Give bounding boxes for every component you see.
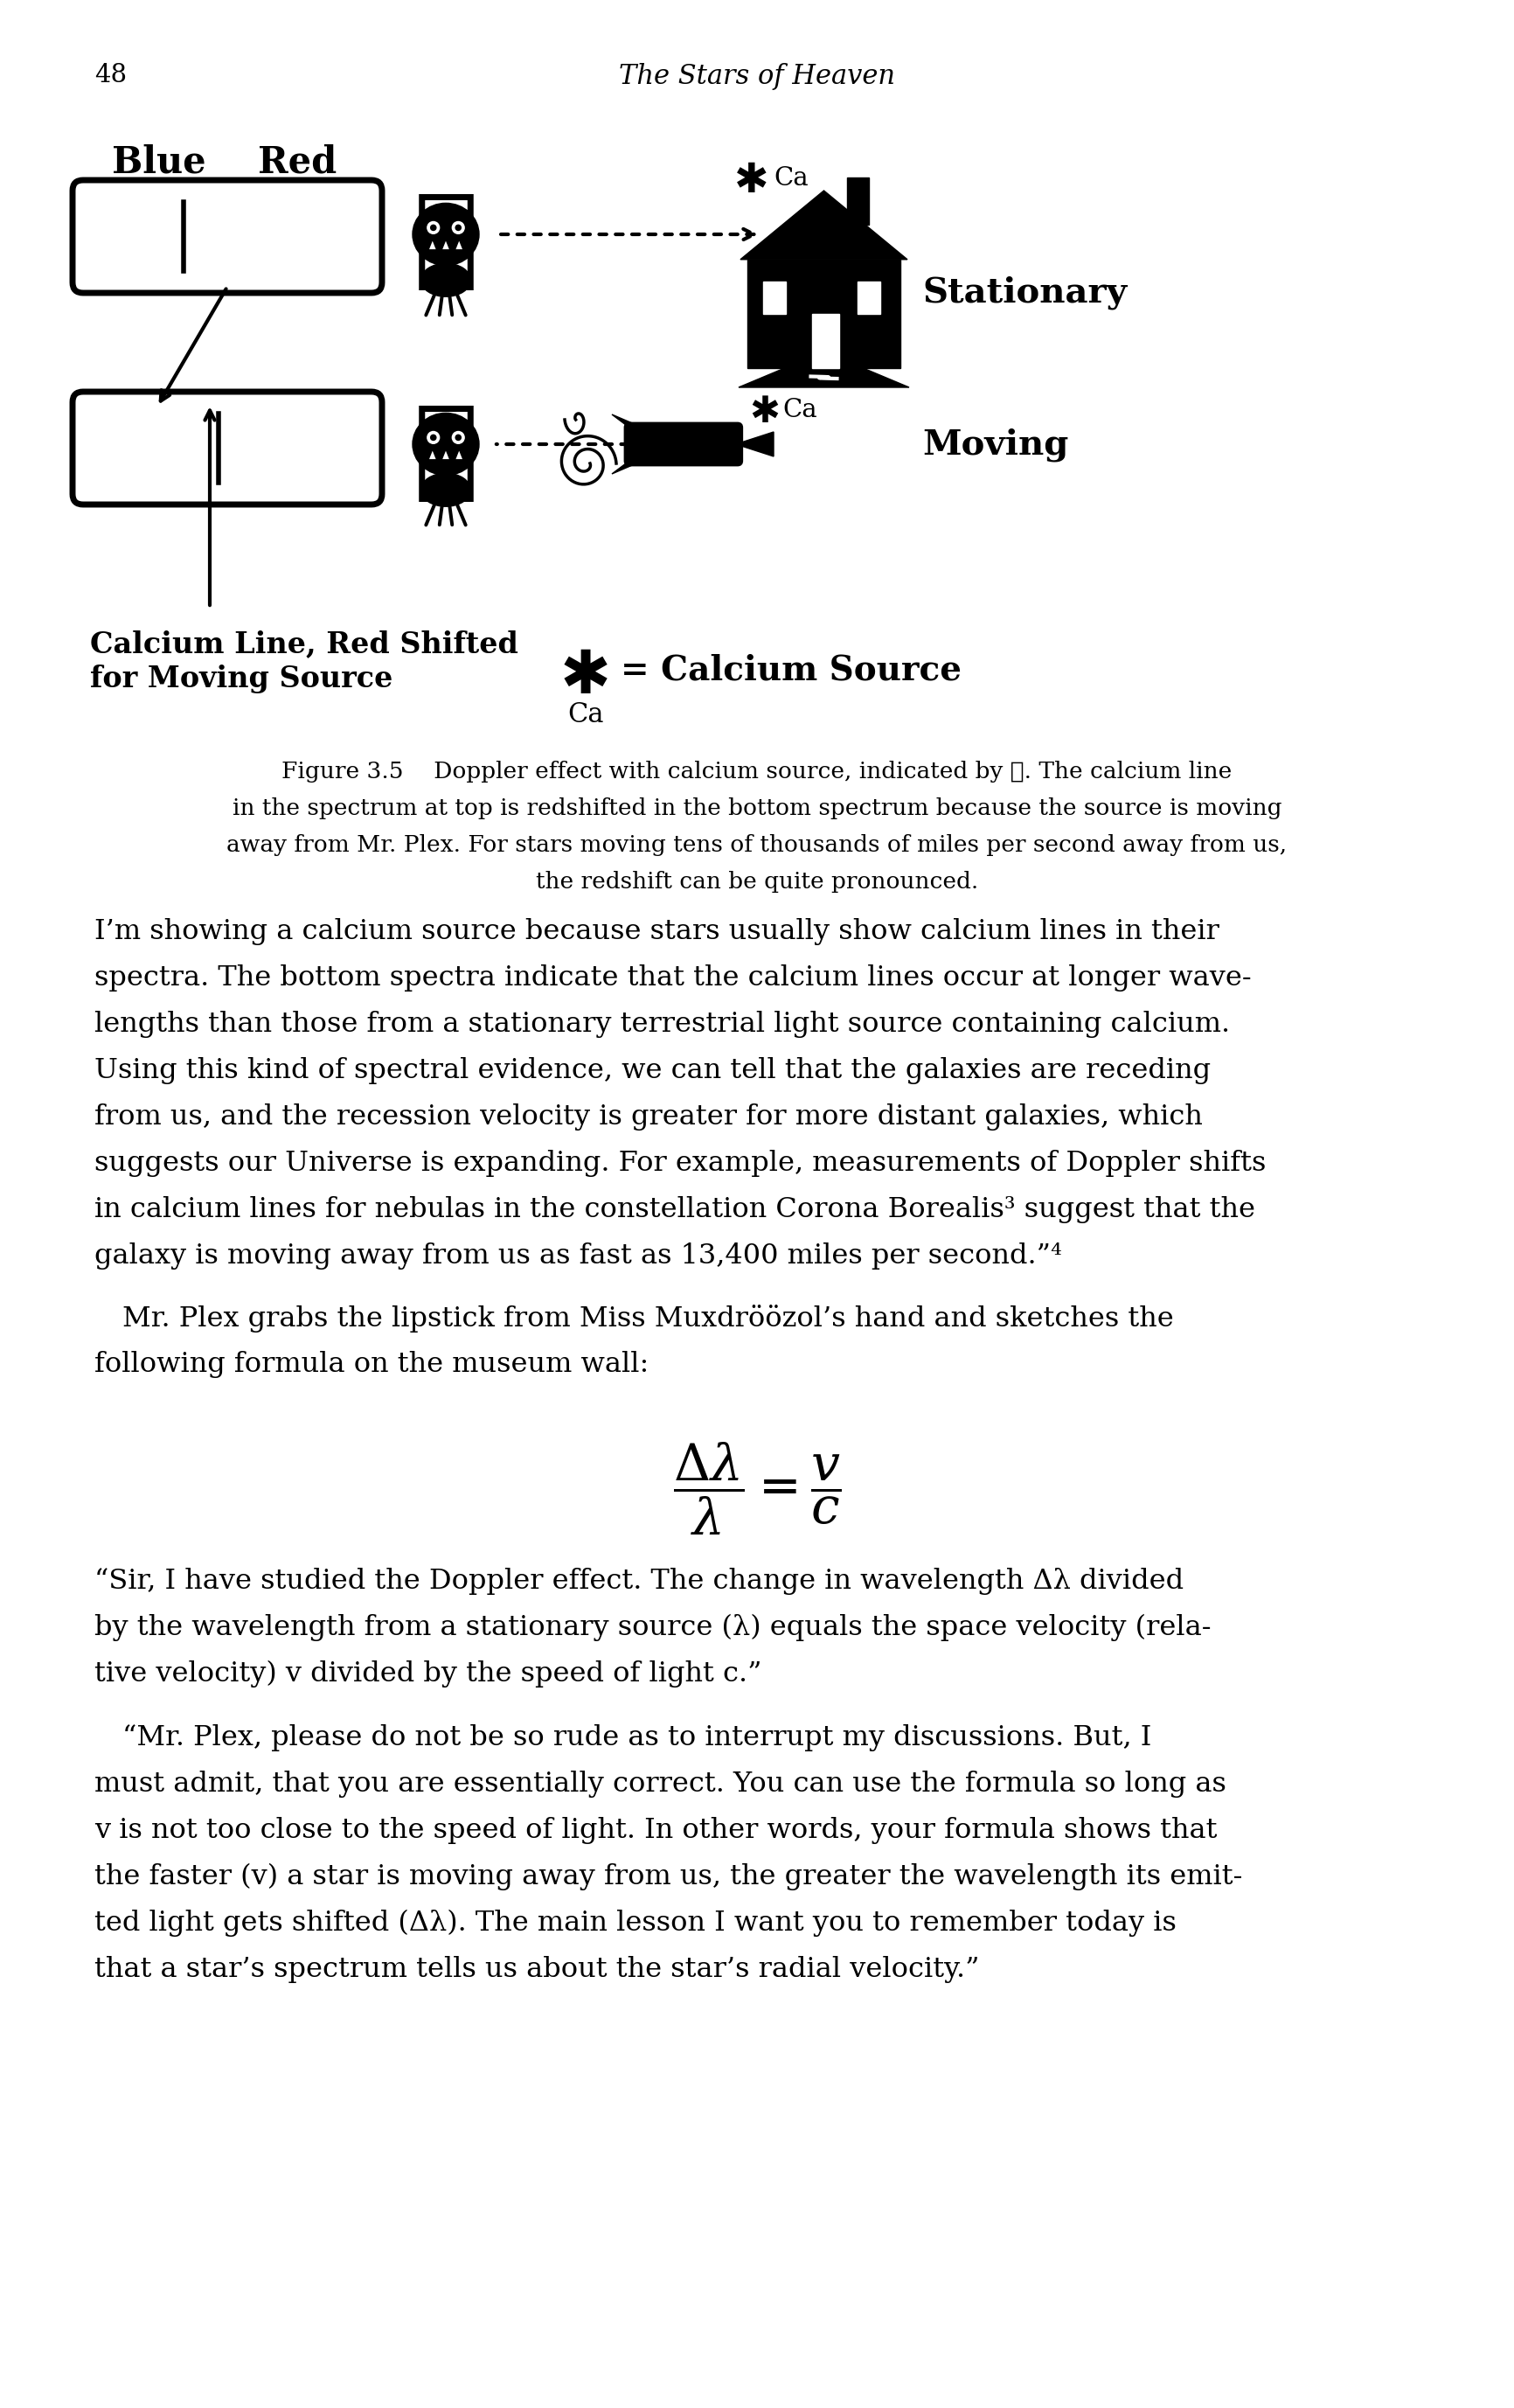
Text: Stationary: Stationary [922,275,1126,308]
Text: “Sir, I have studied the Doppler effect. The change in wavelength Δλ divided: “Sir, I have studied the Doppler effect.… [94,1568,1184,1594]
Ellipse shape [421,262,471,296]
Text: ✱: ✱ [734,161,769,202]
Circle shape [430,433,436,441]
Text: “Mr. Plex, please do not be so rude as to interrupt my discussions. But, I: “Mr. Plex, please do not be so rude as t… [94,1724,1152,1751]
Text: the redshift can be quite pronounced.: the redshift can be quite pronounced. [536,872,978,893]
Text: Ca: Ca [783,397,818,421]
Text: galaxy is moving away from us as fast as 13,400 miles per second.”⁴: galaxy is moving away from us as fast as… [94,1243,1061,1269]
Text: $\dfrac{\Delta\lambda}{\lambda} = \dfrac{v}{c}$: $\dfrac{\Delta\lambda}{\lambda} = \dfrac… [672,1440,842,1536]
Text: suggests our Universe is expanding. For example, measurements of Doppler shifts: suggests our Universe is expanding. For … [94,1149,1266,1178]
Text: Mr. Plex grabs the lipstick from Miss Muxdröözol’s hand and sketches the: Mr. Plex grabs the lipstick from Miss Mu… [94,1305,1173,1332]
Text: ✱: ✱ [749,393,780,431]
Text: Figure 3.5  Doppler effect with calcium source, indicated by ✱. The calcium line: Figure 3.5 Doppler effect with calcium s… [282,761,1232,783]
Text: that a star’s spectrum tells us about the star’s radial velocity.”: that a star’s spectrum tells us about th… [94,1955,980,1984]
Text: Using this kind of spectral evidence, we can tell that the galaxies are receding: Using this kind of spectral evidence, we… [94,1057,1211,1084]
Text: I’m showing a calcium source because stars usually show calcium lines in their: I’m showing a calcium source because sta… [94,917,1219,946]
Text: v is not too close to the speed of light. In other words, your formula shows tha: v is not too close to the speed of light… [94,1818,1217,1845]
Polygon shape [456,241,462,250]
Text: Ca: Ca [774,166,808,190]
Polygon shape [763,282,786,313]
Circle shape [430,224,436,231]
Ellipse shape [413,414,478,474]
Polygon shape [428,450,436,460]
Text: 👻: 👻 [413,400,478,506]
Text: from us, and the recession velocity is greater for more distant galaxies, which: from us, and the recession velocity is g… [94,1103,1202,1129]
Polygon shape [442,450,450,460]
Text: lengths than those from a stationary terrestrial light source containing calcium: lengths than those from a stationary ter… [94,1011,1229,1038]
Polygon shape [846,178,869,224]
Polygon shape [612,414,642,429]
Text: Ca: Ca [568,701,604,727]
Text: Moving: Moving [922,429,1069,462]
Polygon shape [612,460,642,474]
Text: ✱: ✱ [560,648,612,706]
Circle shape [427,431,441,443]
FancyBboxPatch shape [73,393,382,506]
Ellipse shape [421,474,471,506]
FancyBboxPatch shape [73,181,382,294]
Circle shape [454,224,462,231]
Circle shape [451,431,465,443]
Text: Red: Red [257,144,336,181]
Polygon shape [428,241,436,250]
Text: in the spectrum at top is redshifted in the bottom spectrum because the source i: in the spectrum at top is redshifted in … [232,797,1282,819]
Text: must admit, that you are essentially correct. You can use the formula so long as: must admit, that you are essentially cor… [94,1770,1226,1799]
Text: following formula on the museum wall:: following formula on the museum wall: [94,1351,650,1377]
Text: Calcium Line, Red Shifted: Calcium Line, Red Shifted [89,628,518,657]
Text: tive velocity) v divided by the speed of light c.”: tive velocity) v divided by the speed of… [94,1662,762,1688]
Polygon shape [736,431,774,458]
Text: spectra. The bottom spectra indicate that the calcium lines occur at longer wave: spectra. The bottom spectra indicate tha… [94,966,1252,992]
Circle shape [451,222,465,234]
Text: 48: 48 [94,63,127,87]
Circle shape [427,222,441,234]
Polygon shape [442,241,450,250]
Text: The Stars of Heaven: The Stars of Heaven [619,63,895,89]
Text: = Calcium Source: = Calcium Source [621,655,961,686]
Text: 👻: 👻 [413,188,478,294]
Polygon shape [456,450,462,460]
Text: ted light gets shifted (Δλ). The main lesson I want you to remember today is: ted light gets shifted (Δλ). The main le… [94,1910,1176,1936]
Circle shape [454,433,462,441]
Polygon shape [739,368,908,388]
Text: the faster (v) a star is moving away from us, the greater the wavelength its emi: the faster (v) a star is moving away fro… [94,1864,1243,1890]
Polygon shape [740,190,907,260]
FancyBboxPatch shape [625,424,742,465]
Text: in calcium lines for nebulas in the constellation Corona Borealis³ suggest that : in calcium lines for nebulas in the cons… [94,1197,1255,1223]
Polygon shape [748,260,901,368]
Text: away from Mr. Plex. For stars moving tens of thousands of miles per second away : away from Mr. Plex. For stars moving ten… [227,833,1287,855]
Text: by the wavelength from a stationary source (λ) equals the space velocity (rela-: by the wavelength from a stationary sour… [94,1613,1211,1642]
Text: for Moving Source: for Moving Source [89,665,392,694]
Polygon shape [812,313,839,368]
Text: Blue: Blue [112,144,206,181]
Polygon shape [857,282,881,313]
Ellipse shape [413,202,478,265]
